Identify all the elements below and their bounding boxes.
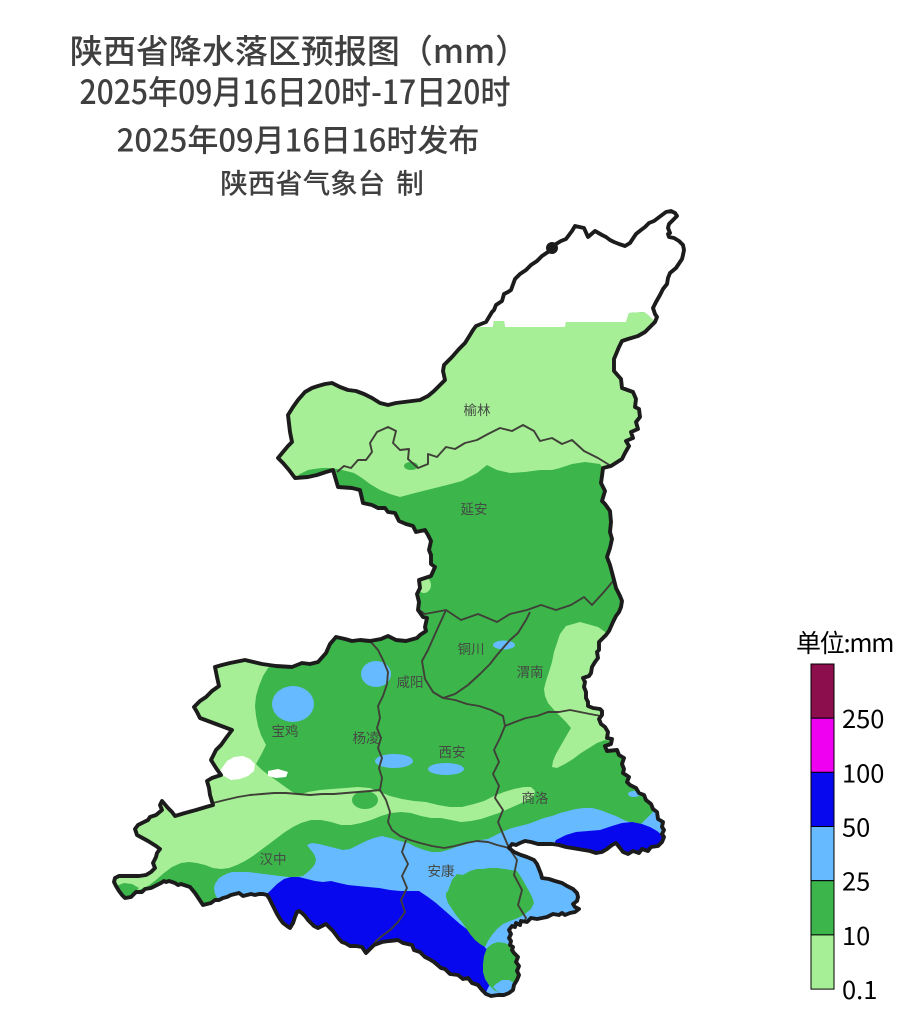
svg-text:宝鸡: 宝鸡 <box>272 720 299 740</box>
svg-text:25: 25 <box>842 862 870 899</box>
svg-text:单位:mm: 单位:mm <box>796 624 893 660</box>
svg-text:50: 50 <box>842 808 870 845</box>
svg-text:250: 250 <box>842 699 884 736</box>
svg-text:商洛: 商洛 <box>522 787 550 807</box>
svg-text:西安: 西安 <box>439 741 466 761</box>
svg-text:10: 10 <box>842 916 870 953</box>
svg-text:渭南: 渭南 <box>517 661 544 681</box>
svg-text:0.1: 0.1 <box>842 970 877 1007</box>
svg-text:铜川: 铜川 <box>458 638 485 658</box>
svg-text:100: 100 <box>842 753 884 790</box>
svg-text:榆林: 榆林 <box>464 399 491 419</box>
svg-text:咸阳: 咸阳 <box>397 671 424 691</box>
svg-text:汉中: 汉中 <box>260 848 287 868</box>
svg-text:延安: 延安 <box>461 498 488 518</box>
svg-text:安康: 安康 <box>428 860 455 880</box>
svg-text:杨凌: 杨凌 <box>353 727 380 747</box>
